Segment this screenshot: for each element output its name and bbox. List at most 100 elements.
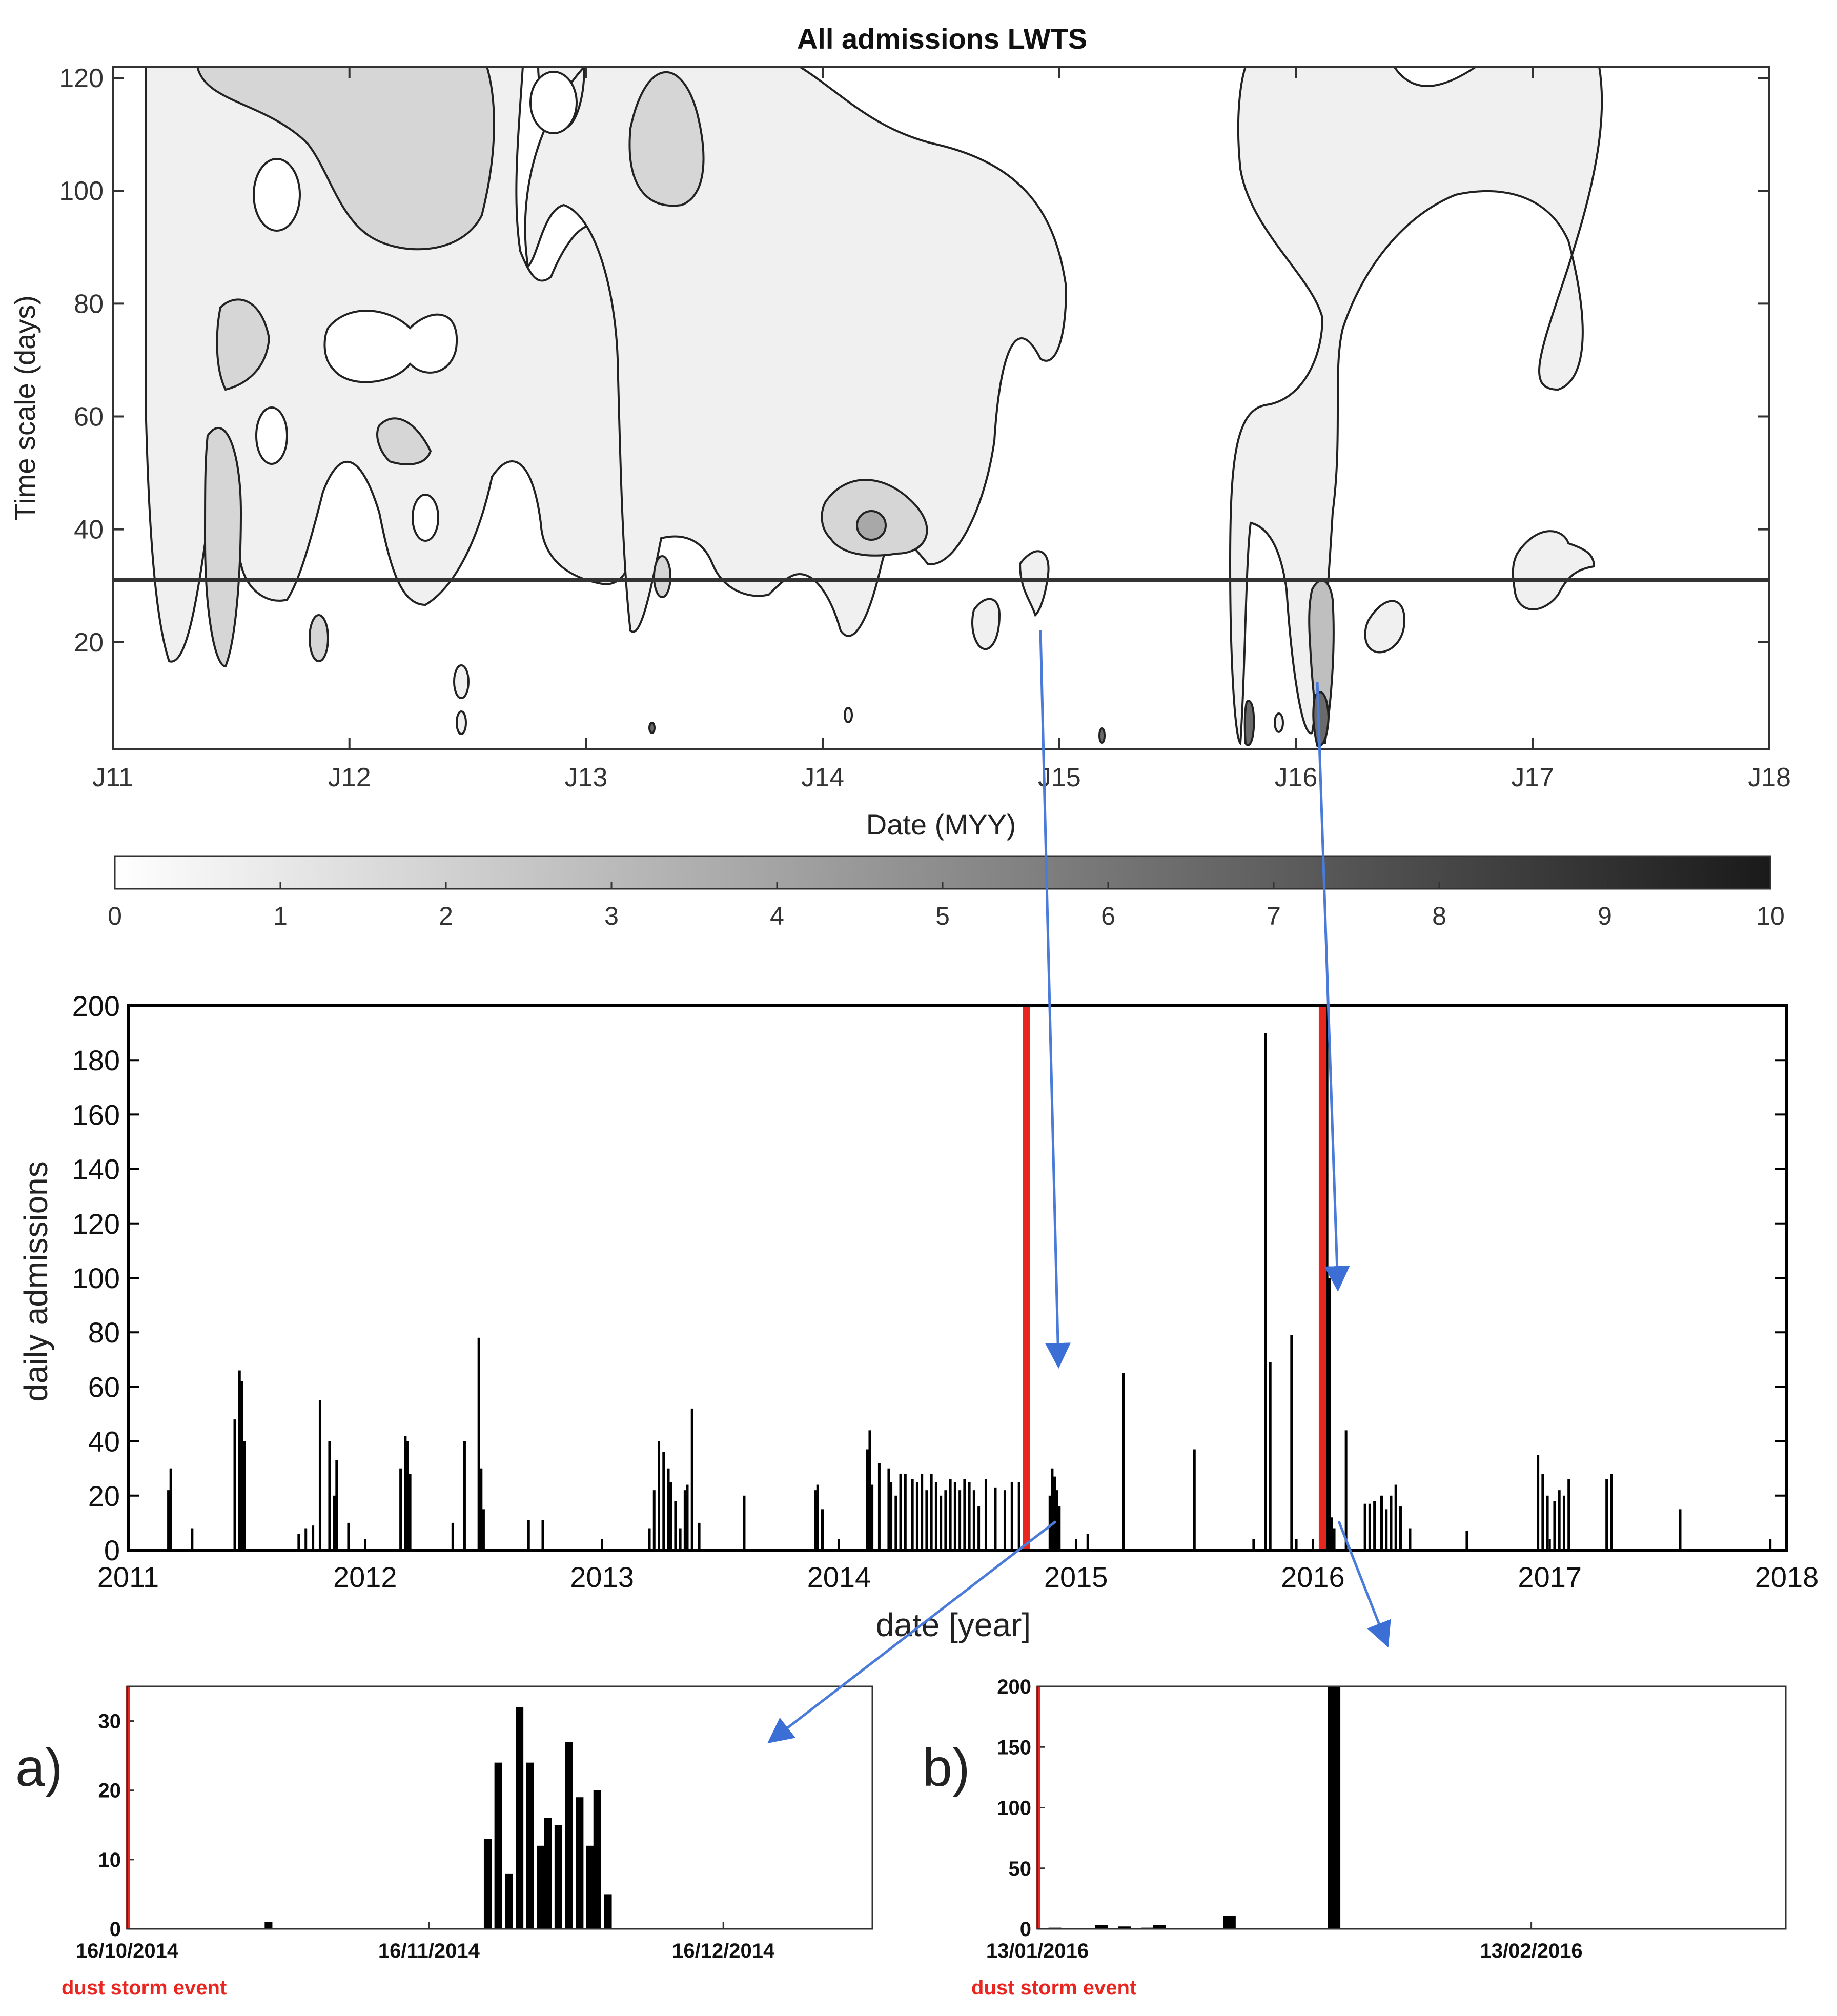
inset-a-bar xyxy=(516,1707,524,1929)
inset-b-ticks: 0 50 100 150 200 13/01/2016 13/02/2016 xyxy=(986,1676,1583,1962)
inset-b-bar xyxy=(1153,1925,1166,1929)
contour-blob-3 xyxy=(844,707,853,723)
colorbar-tick-label: 9 xyxy=(1598,902,1612,930)
contour-region-j15b xyxy=(971,598,1001,650)
daily-bar xyxy=(404,1435,407,1550)
contour-dark-11 xyxy=(1312,691,1330,747)
contour-hole-4 xyxy=(412,494,439,542)
inset-b-y-tick-label: 100 xyxy=(997,1797,1031,1820)
colorbar-tick-label: 6 xyxy=(1101,902,1115,930)
daily-y-tick-label: 160 xyxy=(72,1098,120,1131)
daily-bar xyxy=(1541,1474,1544,1550)
daily-bar xyxy=(984,1479,987,1550)
daily-bar xyxy=(894,1495,897,1550)
daily-bar xyxy=(240,1381,243,1550)
daily-bar xyxy=(690,1408,693,1550)
daily-bar xyxy=(312,1525,315,1550)
contour-dark-12 xyxy=(1243,700,1255,746)
daily-bar xyxy=(877,1463,881,1550)
contour-hole-2 xyxy=(323,310,458,383)
inset-b-panel: 0 50 100 150 200 13/01/2016 13/02/2016 xyxy=(986,1676,1787,1962)
contour-region-j15 xyxy=(1018,550,1050,617)
inset-b-bar xyxy=(1095,1925,1108,1929)
contour-hole-5 xyxy=(529,71,578,134)
wavelet-plot-frame xyxy=(112,66,1770,750)
daily-bar xyxy=(940,1495,943,1550)
daily-y-tick-label: 140 xyxy=(72,1153,120,1186)
inset-b-x-tick-label: 13/01/2016 xyxy=(986,1940,1089,1962)
inset-a-panel: 0 10 20 30 16/10/2014 16/11/2014 16/12/2014 xyxy=(76,1685,873,1962)
colorbar-tick-label: 0 xyxy=(108,902,122,930)
daily-bar xyxy=(1333,1528,1336,1550)
daily-event-lines xyxy=(1023,1006,1326,1550)
daily-x-label: date [year] xyxy=(876,1606,1031,1643)
daily-x-tick-label: 2017 xyxy=(1518,1561,1582,1593)
daily-bar xyxy=(191,1528,194,1550)
contour-region-j16b xyxy=(1364,600,1406,654)
daily-bar xyxy=(1537,1455,1540,1550)
daily-bar xyxy=(482,1509,485,1550)
contour-blob-4 xyxy=(1274,712,1284,733)
daily-bar xyxy=(683,1490,686,1550)
wavelet-contours xyxy=(145,66,1603,747)
daily-bar xyxy=(743,1495,746,1550)
daily-bar xyxy=(1553,1501,1556,1550)
daily-bar xyxy=(1605,1479,1608,1550)
inset-a-bar xyxy=(604,1894,612,1929)
daily-bar xyxy=(674,1501,677,1550)
daily-x-tick-label: 2018 xyxy=(1755,1561,1819,1593)
contour-dark-5 xyxy=(309,614,329,662)
contour-dark-9 xyxy=(856,510,887,541)
wavelet-x-tick-label: J11 xyxy=(92,763,133,792)
inset-b-y-tick-label: 200 xyxy=(997,1676,1031,1698)
arrow-wavelet-to-2015 xyxy=(1039,630,1071,1369)
inset-a-ticks: 0 10 20 30 16/10/2014 16/11/2014 16/12/2014 xyxy=(76,1710,775,1962)
inset-a-x-tick-label: 16/12/2014 xyxy=(672,1940,775,1962)
daily-bar xyxy=(297,1534,300,1550)
daily-bar xyxy=(527,1520,530,1550)
daily-bar xyxy=(887,1468,890,1550)
daily-bar xyxy=(463,1441,466,1550)
daily-x-tick-label: 2012 xyxy=(333,1561,397,1593)
wavelet-x-tick-label: J17 xyxy=(1511,763,1554,792)
daily-bar xyxy=(1053,1476,1056,1550)
contour-blob-6 xyxy=(648,722,656,734)
wavelet-y-tick-label: 40 xyxy=(74,515,104,545)
wavelet-y-ticks: 20 40 60 80 100 120 xyxy=(59,64,1769,658)
colorbar-tick-label: 1 xyxy=(273,902,288,930)
inset-b-bar xyxy=(1328,1686,1341,1929)
daily-y-tick-label: 60 xyxy=(88,1371,120,1403)
daily-bar xyxy=(1193,1449,1196,1550)
daily-bar xyxy=(963,1479,966,1550)
inset-a-bar xyxy=(537,1845,545,1929)
daily-y-tick-label: 40 xyxy=(88,1426,120,1458)
wavelet-y-tick-label: 100 xyxy=(59,176,104,206)
daily-bar xyxy=(686,1484,689,1550)
inset-b-frame xyxy=(1036,1685,1787,1930)
daily-bar xyxy=(1546,1495,1549,1550)
colorbar-tick-label: 5 xyxy=(935,902,950,930)
daily-bar xyxy=(1562,1495,1565,1550)
daily-bar xyxy=(921,1474,924,1550)
wavelet-y-tick-label: 20 xyxy=(74,628,104,658)
wavelet-y-tick-label: 60 xyxy=(74,402,104,432)
daily-bar xyxy=(816,1484,819,1550)
daily-bar xyxy=(318,1400,321,1550)
daily-bar xyxy=(409,1474,412,1550)
contour-blob-2 xyxy=(456,710,467,735)
daily-bar xyxy=(1390,1495,1393,1550)
daily-bar xyxy=(1344,1430,1348,1550)
daily-bar xyxy=(1363,1503,1366,1550)
contour-dark-3 xyxy=(376,417,432,465)
inset-a-event-label: dust storm event xyxy=(62,1977,227,1999)
daily-bar xyxy=(821,1509,824,1550)
daily-bar xyxy=(1017,1482,1020,1550)
inset-a-bar xyxy=(526,1762,534,1929)
inset-a-x-tick-label: 16/10/2014 xyxy=(76,1940,179,1962)
daily-y-tick-label: 100 xyxy=(72,1262,120,1294)
daily-bar xyxy=(814,1490,817,1550)
inset-b-bar xyxy=(1222,1915,1236,1929)
daily-bar xyxy=(1380,1495,1383,1550)
inset-a-y-tick-label: 30 xyxy=(98,1710,121,1733)
daily-bar xyxy=(1269,1362,1272,1550)
